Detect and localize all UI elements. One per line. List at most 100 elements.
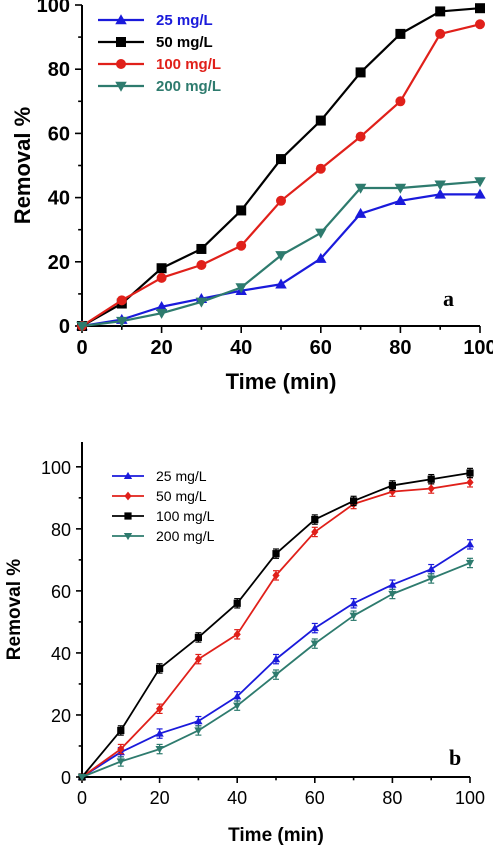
legend-label: 25 mg/L — [156, 468, 207, 484]
x-tick-label: 80 — [389, 337, 411, 359]
data-point — [394, 195, 407, 206]
data-point — [233, 692, 242, 700]
data-point — [117, 726, 125, 735]
y-tick-label: 0 — [61, 768, 71, 788]
data-point — [236, 240, 247, 251]
data-point — [194, 727, 203, 735]
x-tick-label: 20 — [150, 337, 172, 359]
data-point — [233, 702, 242, 710]
chart-panel-a: 0 20 40 60 80 100 0 20 40 60 80 100 Time (min) Remova… — [10, 0, 493, 394]
data-point — [275, 278, 287, 289]
y-tick-label: 80 — [51, 520, 71, 540]
data-point — [156, 704, 164, 714]
legend-marker — [124, 491, 132, 501]
legend-label: 100 mg/L — [156, 56, 221, 73]
x-axis-title: Time (min) — [226, 369, 337, 394]
data-point — [427, 475, 435, 483]
y-tick-label: 20 — [48, 252, 70, 274]
data-point — [76, 321, 88, 332]
data-point — [435, 6, 446, 17]
data-point — [311, 515, 319, 524]
data-point — [233, 629, 241, 639]
data-point — [427, 575, 436, 583]
y-tick-label: 60 — [51, 582, 71, 602]
chart-panel-b: 0 20 40 60 80 100 0 20 40 60 80 100 Time (min) Remova… — [4, 442, 485, 846]
legend-label: 200 mg/L — [156, 78, 221, 95]
data-point — [272, 550, 280, 558]
y-axis-title: Removal % — [10, 107, 35, 224]
legend: 25 mg/L 50 mg/L 100 mg/L 200 mg/L — [98, 12, 221, 95]
y-tick-label: 0 — [59, 316, 70, 338]
data-point — [475, 19, 485, 30]
data-point — [271, 671, 281, 679]
data-point — [465, 559, 475, 568]
data-point — [315, 252, 327, 263]
data-point — [388, 487, 396, 496]
data-point — [236, 205, 247, 216]
data-point — [196, 243, 207, 254]
data-point — [272, 571, 280, 580]
data-point — [388, 580, 397, 588]
data-point — [155, 729, 164, 737]
data-point — [156, 263, 167, 274]
data-point — [315, 115, 326, 126]
data-point — [349, 612, 358, 620]
x-tick-label: 100 — [455, 788, 485, 808]
legend-label: 50 mg/L — [156, 488, 207, 504]
data-point — [388, 481, 396, 490]
data-point — [156, 272, 167, 283]
x-tick-label: 60 — [310, 337, 332, 359]
data-point — [427, 484, 435, 493]
data-point — [195, 297, 208, 308]
data-point — [474, 177, 486, 188]
data-point — [77, 773, 87, 782]
legend-marker — [116, 37, 126, 47]
data-point — [156, 664, 164, 673]
x-tick-label: 80 — [382, 788, 402, 808]
series-3 — [77, 557, 475, 782]
legend: 25 mg/L 50 mg/L 100 mg/L 200 mg/L — [112, 468, 215, 544]
x-tick-label: 60 — [305, 788, 325, 808]
x-tick-label: 0 — [76, 337, 87, 359]
data-point — [116, 295, 127, 306]
data-point — [233, 599, 241, 607]
data-point — [465, 540, 475, 548]
data-point — [155, 300, 168, 311]
data-point — [355, 131, 366, 142]
x-tick-label: 40 — [227, 788, 247, 808]
data-point — [350, 497, 358, 505]
series-2 — [77, 19, 485, 331]
x-tick-label: 0 — [77, 788, 87, 808]
series-line — [81, 472, 471, 778]
panel-label: b — [449, 745, 461, 770]
x-axis-title: Time (min) — [228, 825, 324, 846]
y-tick-label: 60 — [48, 123, 70, 145]
legend-label: 200 mg/L — [156, 528, 215, 544]
data-point — [394, 183, 407, 194]
y-tick-label: 20 — [51, 706, 71, 726]
series-3 — [76, 177, 486, 332]
data-point — [271, 654, 281, 663]
data-point — [474, 188, 486, 199]
data-point — [395, 96, 406, 107]
x-tick-label: 40 — [230, 337, 252, 359]
legend-label: 50 mg/L — [156, 34, 213, 51]
data-point — [194, 654, 202, 664]
x-tick-label: 100 — [463, 337, 493, 359]
data-point — [315, 163, 326, 174]
data-point — [275, 251, 287, 262]
data-point — [194, 633, 202, 642]
data-point — [276, 154, 286, 165]
data-point — [155, 308, 168, 319]
series-1 — [78, 477, 474, 782]
data-point — [349, 599, 358, 607]
data-point — [117, 744, 125, 754]
x-tick-label: 20 — [150, 788, 170, 808]
y-tick-label: 40 — [51, 644, 71, 664]
data-point — [466, 478, 474, 487]
data-point — [116, 758, 125, 766]
panel-label: a — [443, 286, 454, 311]
data-point — [475, 3, 485, 14]
data-point — [466, 469, 474, 477]
data-point — [395, 28, 406, 39]
